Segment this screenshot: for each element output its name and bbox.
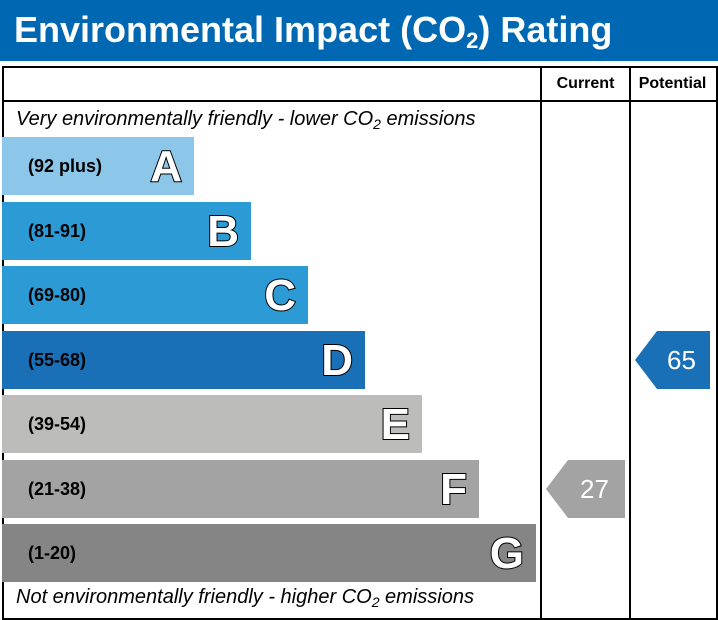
title-bar: Environmental Impact (CO2) Rating — [0, 0, 718, 61]
potential-arrow-shape — [635, 330, 710, 389]
current-rating-arrow — [546, 459, 625, 518]
caption-bottom-suffix: emissions — [379, 586, 474, 608]
current-arrow-shape — [546, 459, 625, 518]
caption-bottom: Not environmentally friendly - higher CO… — [16, 586, 474, 609]
caption-top-subscript: 2 — [373, 116, 381, 132]
band-letter: D — [320, 335, 354, 386]
caption-top: Very environmentally friendly - lower CO… — [16, 108, 475, 131]
column-header-current: Current — [556, 75, 615, 92]
current-rating-value: 27 — [580, 473, 609, 504]
potential-rating-arrow — [635, 330, 710, 389]
caption-bottom-prefix: Not environmentally friendly - higher CO — [16, 586, 372, 608]
band-letter: A — [149, 141, 183, 192]
column-header-potential: Potential — [638, 75, 707, 92]
band-letter: C — [263, 270, 297, 321]
title-prefix: Environmental Impact (CO — [14, 9, 467, 50]
band-f: (21-38) F — [2, 459, 479, 518]
band-range-label: (81-91) — [28, 220, 87, 241]
band-range-label: (1-20) — [28, 543, 77, 563]
caption-top-suffix: emissions — [380, 108, 476, 130]
title-subscript: 2 — [466, 28, 479, 53]
band-letter: F — [439, 464, 468, 515]
caption-bottom-subscript: 2 — [371, 594, 380, 610]
band-a: (92 plus) A — [2, 137, 194, 195]
title-suffix: ) Rating — [478, 9, 613, 50]
band-g: (1-20) G — [2, 524, 536, 582]
band-range-label: (55-68) — [28, 349, 87, 370]
potential-rating-value: 65 — [667, 344, 696, 375]
band-range-label: (69-80) — [28, 285, 87, 305]
band-range-label: (39-54) — [28, 414, 87, 434]
band-range-label: (21-38) — [28, 478, 87, 499]
band-range-label: (92 plus) — [28, 156, 103, 176]
band-b: (81-91) B — [2, 201, 251, 260]
band-d: (55-68) D — [2, 330, 365, 389]
band-e: (39-54) E — [2, 395, 422, 453]
page-title: Environmental Impact (CO2) Rating — [14, 8, 612, 52]
divider-current — [540, 66, 542, 618]
divider-potential — [629, 66, 631, 618]
band-letter: E — [380, 399, 411, 450]
band-letter: G — [489, 528, 525, 579]
band-c: (69-80) C — [2, 266, 308, 324]
band-letter: B — [206, 206, 240, 257]
header-divider — [2, 100, 716, 102]
caption-top-prefix: Very environmentally friendly - lower CO — [16, 108, 374, 130]
